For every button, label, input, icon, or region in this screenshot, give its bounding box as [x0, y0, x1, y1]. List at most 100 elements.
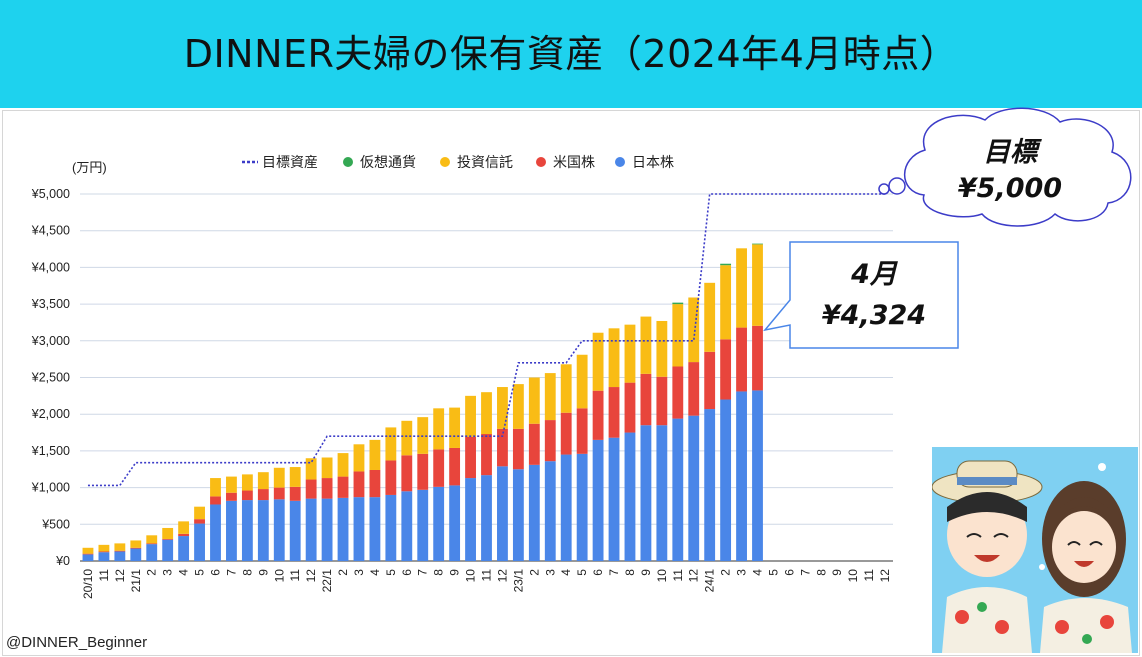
bar-segment — [130, 548, 142, 561]
x-axis: 20/10 11 12 21/1 2 3 4 5 6 7 8 9 10 11 12 22/1 2 3 4 5 6 7 8 9 1… — [81, 569, 892, 599]
y-axis: ¥0 ¥500 ¥1,000 ¥1,500 ¥2,000 ¥2,500 ¥3,000 ¥3,5… — [31, 187, 70, 568]
bar-segment — [449, 447, 461, 486]
bar-segment — [465, 395, 476, 437]
x-tick-label: 2 — [145, 569, 159, 576]
bar-segment — [752, 390, 763, 561]
bar-segment — [241, 500, 253, 561]
callout-current-value: ¥4,324 — [822, 300, 926, 331]
bar-segment — [130, 540, 142, 548]
x-tick-label: 3 — [543, 569, 557, 576]
bar-segment — [481, 434, 492, 476]
x-tick-label: 12 — [495, 569, 509, 583]
x-tick-label: 23/1 — [511, 569, 525, 593]
y-tick-label: ¥2,000 — [31, 407, 70, 421]
bar-segment — [656, 425, 668, 561]
legend-label: 目標資産 — [262, 155, 318, 171]
bar-segment — [305, 458, 317, 480]
bar-segment — [560, 412, 572, 455]
y-tick-label: ¥1,500 — [31, 444, 70, 458]
callout-goal-value: ¥5,000 — [958, 173, 1062, 204]
bar-segment — [353, 471, 365, 498]
title-banner — [0, 0, 1142, 108]
y-tick-label: ¥4,000 — [31, 260, 70, 274]
bar-segment — [385, 427, 397, 461]
bar-segment — [98, 551, 110, 553]
bar-segment — [385, 494, 397, 561]
bar-segment — [210, 496, 221, 505]
bar-segment — [688, 362, 700, 416]
callout-goal-label: 目標 — [983, 137, 1042, 168]
x-tick-label: 5 — [575, 569, 589, 576]
bar-segment — [210, 504, 221, 561]
y-tick-label: ¥2,500 — [31, 371, 70, 385]
x-tick-label: 10 — [655, 569, 669, 583]
bar-segment — [178, 533, 190, 537]
bar-segment — [226, 476, 237, 493]
x-tick-label: 7 — [798, 569, 812, 576]
bar-segment — [305, 479, 317, 499]
bar-segment — [465, 478, 476, 561]
bar-segment — [353, 497, 365, 561]
x-tick-label: 9 — [639, 569, 653, 576]
bar-segment — [241, 490, 253, 501]
x-tick-label: 6 — [209, 569, 223, 576]
bar-segment — [369, 497, 381, 561]
bar-segment — [576, 354, 588, 409]
x-tick-label: 7 — [416, 569, 430, 576]
bar-segment — [544, 420, 556, 462]
bar-segment — [353, 444, 365, 472]
bar-segment — [289, 467, 301, 487]
x-tick-label: 2 — [719, 569, 733, 576]
bars — [82, 243, 763, 561]
bar-segment — [433, 408, 445, 450]
bar-segment — [273, 499, 285, 561]
x-tick-label: 6 — [400, 569, 414, 576]
bar-segment — [465, 436, 476, 479]
legend-swatch — [536, 157, 546, 167]
y-tick-label: ¥3,500 — [31, 297, 70, 311]
x-tick-label: 24/1 — [703, 569, 717, 593]
bar-segment — [305, 498, 317, 561]
bar-segment — [704, 351, 716, 410]
bar-segment — [481, 475, 492, 561]
x-tick-label: 11 — [862, 569, 876, 582]
chart-frame — [2, 110, 1140, 656]
bar-segment — [194, 506, 205, 520]
bar-segment — [257, 472, 269, 490]
bar-segment — [640, 316, 652, 374]
bar-segment — [162, 538, 174, 540]
x-tick-label: 9 — [256, 569, 270, 576]
bar-segment — [688, 415, 700, 561]
bar-segment — [624, 324, 636, 383]
bar-segment — [544, 461, 556, 561]
x-tick-label: 11 — [480, 569, 494, 582]
callout-current-month: 4月 — [850, 259, 899, 290]
bar-segment — [98, 552, 110, 561]
x-tick-label: 9 — [448, 569, 462, 576]
bar-segment — [449, 407, 461, 448]
x-tick-label: 12 — [304, 569, 318, 583]
y-tick-label: ¥0 — [55, 554, 70, 568]
couple-illustration — [932, 447, 1138, 653]
current-value-callout: 4月 ¥4,324 — [763, 241, 959, 349]
bar-segment — [82, 547, 94, 554]
legend: 目標資産 仮想通貨 投資信託 米国株 日本株 — [242, 154, 674, 171]
bar-segment — [337, 497, 349, 561]
bar-segment — [226, 492, 237, 501]
bar-segment — [433, 486, 445, 561]
x-tick-label: 11 — [97, 569, 111, 582]
bar-segment — [401, 420, 413, 456]
bar-segment — [321, 457, 333, 479]
bar-segment — [162, 527, 174, 539]
x-tick-label: 5 — [766, 569, 780, 576]
bar-segment — [672, 366, 684, 419]
bar-segment — [497, 428, 508, 467]
bar-segment — [114, 543, 126, 551]
bar-segment — [289, 486, 301, 501]
bar-segment — [82, 554, 94, 561]
bar-segment — [528, 423, 540, 465]
bar-segment — [720, 399, 732, 561]
bar-segment — [608, 437, 620, 561]
bar-segment — [337, 476, 349, 498]
bar-segment — [576, 408, 588, 454]
